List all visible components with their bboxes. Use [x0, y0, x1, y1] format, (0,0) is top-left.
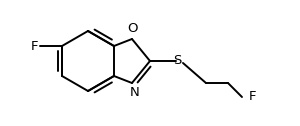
Text: F: F [30, 39, 38, 53]
Text: F: F [249, 90, 257, 103]
Text: N: N [130, 87, 140, 100]
Text: O: O [128, 23, 138, 36]
Text: S: S [173, 54, 181, 67]
